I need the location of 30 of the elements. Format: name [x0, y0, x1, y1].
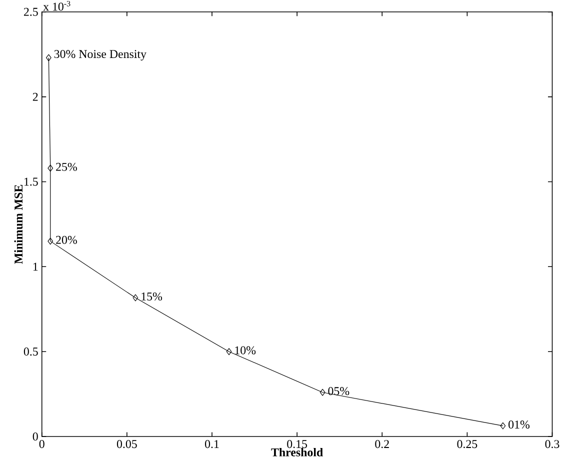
annotation: 15%: [142, 292, 162, 300]
y-tick-label: 1.5: [24, 178, 38, 186]
x-tick-label: 0.2: [375, 440, 389, 448]
x-tick-label: 0.05: [116, 440, 137, 448]
x-tick-label: 0.3: [545, 440, 560, 448]
y-tick-label: 2.5: [24, 8, 38, 16]
annotation: 05%: [328, 386, 350, 395]
annotation: 30% Noise Density: [54, 50, 146, 60]
point: [226, 348, 232, 355]
point: [500, 422, 506, 430]
x-tick-label: 0: [39, 440, 44, 448]
y-tick-label: 0.5: [24, 347, 38, 356]
point: [132, 294, 138, 302]
point: [48, 237, 54, 244]
y-tick-label: 0: [32, 432, 38, 440]
annotation: 20%: [56, 236, 77, 244]
x-tick-label: 0.1: [205, 440, 219, 448]
text: x 10$^{-3}$: [43, 0, 70, 10]
y-axis-title: Minimum MSE: [14, 184, 23, 264]
annotation: 25%: [56, 162, 77, 171]
x-tick-label: 0.15: [287, 440, 308, 448]
point: [46, 54, 52, 61]
y-tick-label: 2: [32, 92, 38, 101]
point: [48, 164, 54, 172]
annotation: 10%: [235, 346, 256, 354]
point: [320, 388, 326, 396]
x-axis-title: Threshold: [271, 448, 323, 456]
y-tick-label: 1: [33, 262, 38, 270]
annotation: 01%: [508, 420, 530, 428]
x-tick-label: 0.25: [457, 440, 478, 448]
